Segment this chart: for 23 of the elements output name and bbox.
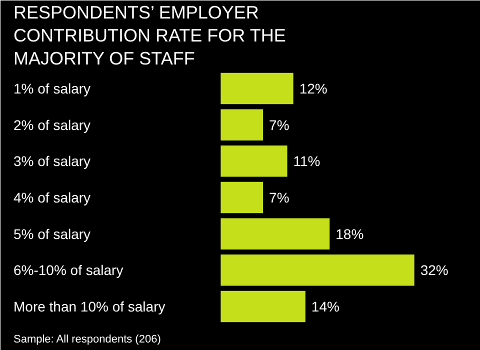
y-tick-label: More than 10% of salary xyxy=(14,298,166,315)
data-label: 7% xyxy=(269,116,290,133)
y-tick-label: 2% of salary xyxy=(14,116,91,133)
data-label: 14% xyxy=(311,298,340,315)
data-label: 7% xyxy=(269,190,290,206)
y-tick-label: 3% of salary xyxy=(14,153,91,170)
y-tick-label: 1% of salary xyxy=(14,80,91,96)
bar xyxy=(220,72,294,104)
data-label: 12% xyxy=(299,80,328,96)
bar xyxy=(220,218,330,250)
bar xyxy=(220,182,264,214)
y-tick-label: 5% of salary xyxy=(14,226,91,242)
bar xyxy=(220,146,288,177)
chart-title: RESPONDENTS’ EMPLOYER CONTRIBUTION RATE FOR THE MAJORITY OF STAFF xyxy=(14,2,286,68)
data-label: 11% xyxy=(293,153,320,170)
y-tick-label: 4% of salary xyxy=(14,190,91,206)
bar xyxy=(220,254,414,286)
data-label: 18% xyxy=(336,226,364,242)
y-tick-label: 6%-10% of salary xyxy=(14,262,124,278)
data-label: 32% xyxy=(420,262,448,278)
bar xyxy=(220,109,264,140)
text: Sample: All respondents (206) xyxy=(14,334,161,346)
bar xyxy=(220,290,306,322)
